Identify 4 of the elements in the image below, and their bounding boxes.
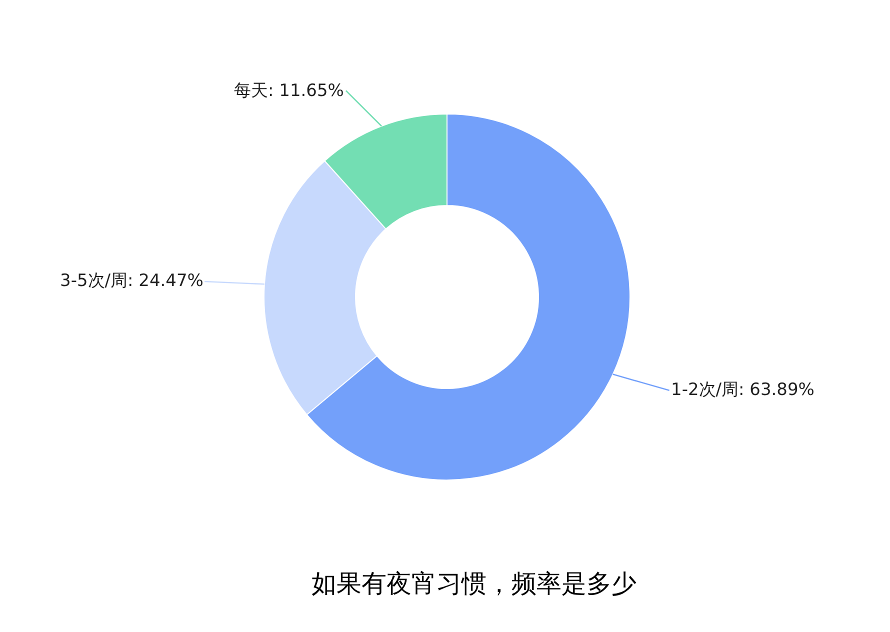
slice-label: 每天: 11.65% bbox=[234, 81, 344, 101]
slice-label: 1-2次/周: 63.89% bbox=[671, 380, 814, 400]
text: 如果有夜宵习惯，频率是多少 bbox=[312, 570, 636, 598]
slice-label: 3-5次/周: 24.47% bbox=[60, 271, 204, 291]
